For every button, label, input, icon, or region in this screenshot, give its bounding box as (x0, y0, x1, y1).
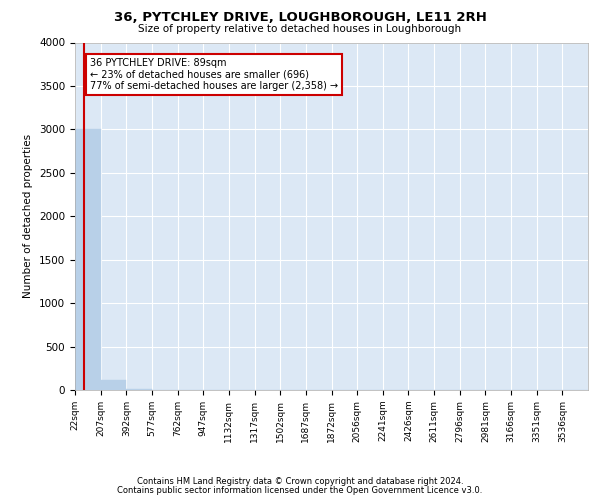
Text: Contains HM Land Registry data © Crown copyright and database right 2024.: Contains HM Land Registry data © Crown c… (137, 477, 463, 486)
Y-axis label: Number of detached properties: Number of detached properties (23, 134, 34, 298)
Text: Contains public sector information licensed under the Open Government Licence v3: Contains public sector information licen… (118, 486, 482, 495)
Bar (75, 130, 101, 390)
Text: 36, PYTCHLEY DRIVE, LOUGHBOROUGH, LE11 2RH: 36, PYTCHLEY DRIVE, LOUGHBOROUGH, LE11 2… (113, 11, 487, 24)
Text: 36 PYTCHLEY DRIVE: 89sqm
← 23% of detached houses are smaller (696)
77% of semi-: 36 PYTCHLEY DRIVE: 89sqm ← 23% of detach… (90, 58, 338, 92)
Bar (101, 380, 127, 390)
Text: Size of property relative to detached houses in Loughborough: Size of property relative to detached ho… (139, 24, 461, 34)
